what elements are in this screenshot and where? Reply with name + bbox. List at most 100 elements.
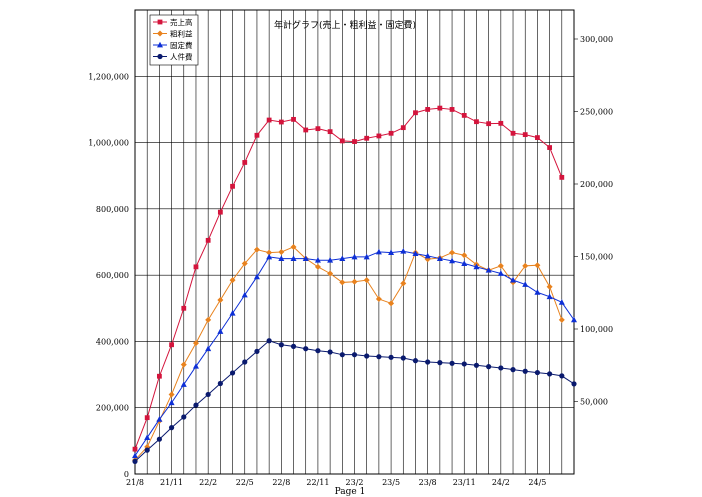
y-left-tick-label: 1,200,000 xyxy=(88,72,129,81)
data-point xyxy=(534,262,541,269)
x-tick-label: 23/11 xyxy=(453,478,476,487)
data-point xyxy=(278,119,284,125)
data-point xyxy=(498,120,504,126)
data-point xyxy=(241,291,248,298)
data-point xyxy=(315,348,321,354)
data-point xyxy=(400,125,406,131)
data-point xyxy=(254,348,260,354)
data-point xyxy=(485,266,492,273)
data-point xyxy=(534,369,541,376)
data-point xyxy=(168,399,175,406)
data-point xyxy=(327,270,334,277)
data-point xyxy=(217,297,224,303)
data-point xyxy=(486,364,492,370)
data-point xyxy=(424,252,431,259)
data-point xyxy=(327,129,333,135)
data-point xyxy=(327,349,333,355)
data-point xyxy=(314,257,321,263)
data-point xyxy=(290,243,297,250)
data-point xyxy=(522,132,528,138)
data-point xyxy=(522,281,529,287)
legend-label: 人件費 xyxy=(170,51,193,61)
grid-lines xyxy=(135,10,574,474)
data-point xyxy=(436,255,443,261)
data-point xyxy=(535,135,540,140)
legend-marker xyxy=(157,41,163,48)
series-triangle xyxy=(132,248,577,459)
data-point xyxy=(168,391,175,398)
data-point xyxy=(144,434,151,440)
data-point xyxy=(547,371,553,377)
data-point xyxy=(473,263,480,270)
data-point xyxy=(510,367,516,373)
data-point xyxy=(180,381,187,387)
data-point xyxy=(193,264,199,270)
x-tick-label: 24/5 xyxy=(528,478,546,487)
data-point xyxy=(229,370,236,376)
axes: 0 200,000 400,000 600,000 800,000 1,000,000 1,… xyxy=(88,9,613,487)
data-point xyxy=(242,359,248,365)
y-left-tick-label: 0 xyxy=(124,470,129,479)
legend-label: 売上高 xyxy=(170,17,193,27)
data-point xyxy=(352,139,357,144)
x-tick-label: 22/11 xyxy=(306,478,329,487)
data-point xyxy=(449,107,455,112)
data-point xyxy=(437,360,443,366)
data-point xyxy=(192,363,199,369)
data-point xyxy=(558,316,565,323)
y-left-tick-label: 600,000 xyxy=(96,271,129,280)
y-left-tick-label: 800,000 xyxy=(96,205,129,214)
data-point xyxy=(290,255,297,261)
data-point xyxy=(363,253,370,260)
data-point xyxy=(266,338,272,344)
data-point xyxy=(486,121,492,127)
data-point xyxy=(400,355,406,361)
data-point xyxy=(266,253,273,260)
data-point xyxy=(314,263,321,270)
y-left-tick-label: 400,000 xyxy=(96,337,129,346)
data-point xyxy=(413,110,418,116)
y-right-tick-label: 200,000 xyxy=(580,180,613,189)
x-tick-label: 22/8 xyxy=(272,478,290,487)
y-right-tick-label: 150,000 xyxy=(580,253,613,262)
y-left-tick-label: 200,000 xyxy=(96,404,129,413)
legend-marker xyxy=(157,53,163,60)
data-point xyxy=(278,248,285,255)
data-point xyxy=(559,174,565,180)
data-point xyxy=(498,365,504,371)
data-point xyxy=(547,145,553,150)
data-point xyxy=(400,280,407,287)
data-point xyxy=(193,402,199,408)
data-point xyxy=(205,345,212,352)
data-point xyxy=(449,360,455,366)
data-point xyxy=(253,273,260,280)
data-point xyxy=(169,342,174,348)
data-point xyxy=(376,133,382,139)
plot-frame xyxy=(134,9,575,475)
data-point xyxy=(229,277,236,284)
x-tick-label: 23/2 xyxy=(346,478,364,487)
y-right-tick-label: 100,000 xyxy=(580,325,613,334)
y-right-tick-label: 250,000 xyxy=(580,108,613,117)
data-point xyxy=(168,425,175,431)
data-point xyxy=(205,391,211,398)
data-point xyxy=(339,279,346,286)
data-point xyxy=(571,381,577,387)
data-point xyxy=(522,262,529,269)
x-tick-label: 22/5 xyxy=(236,478,254,487)
y-right-tick-label: 300,000 xyxy=(580,35,613,44)
data-point xyxy=(376,354,382,360)
data-point xyxy=(375,296,382,303)
data-point xyxy=(546,283,553,290)
data-point xyxy=(461,252,468,259)
data-point xyxy=(425,359,431,365)
x-tick-label: 21/8 xyxy=(126,478,144,487)
data-point xyxy=(254,132,260,138)
data-point xyxy=(205,237,211,243)
series-square xyxy=(132,105,565,452)
data-point xyxy=(230,183,235,189)
page-footer: Page 1 xyxy=(335,487,366,497)
data-point xyxy=(290,343,297,349)
